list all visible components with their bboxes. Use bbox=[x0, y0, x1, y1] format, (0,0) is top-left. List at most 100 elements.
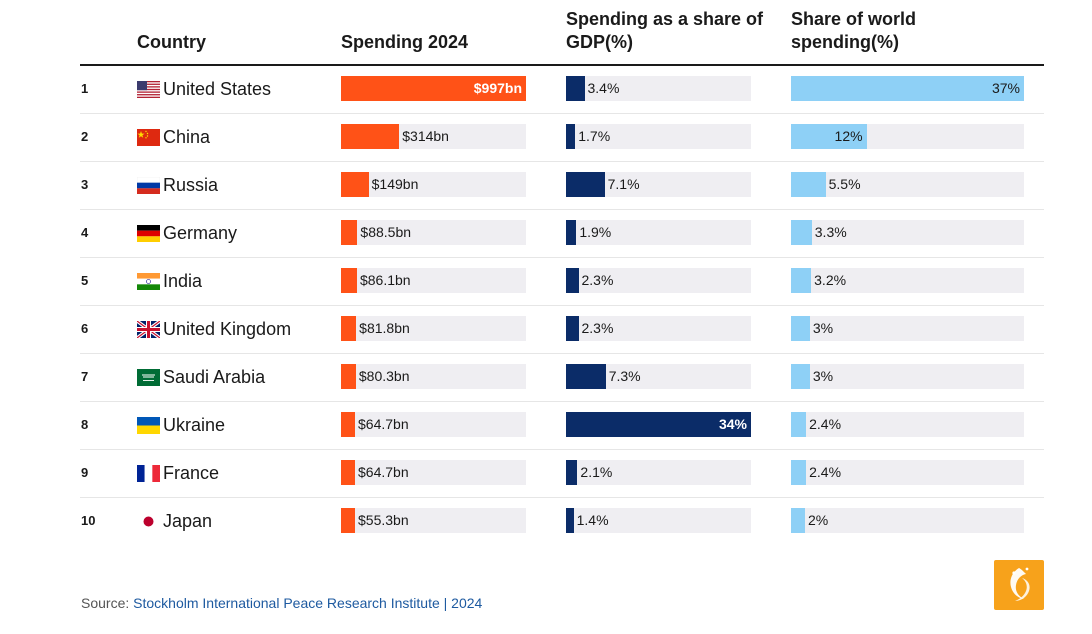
world-share-bar bbox=[791, 412, 807, 437]
header-spending-2024: Spending 2024 bbox=[341, 32, 469, 52]
rank-number: 4 bbox=[81, 225, 89, 240]
gdp-share-value-label: 1.9% bbox=[579, 224, 612, 240]
gdp-share-value-label: 7.1% bbox=[607, 176, 640, 192]
gdp-share-value-label: 1.4% bbox=[576, 512, 609, 528]
uk-flag-icon bbox=[137, 321, 160, 338]
header-world-share: Share of world spending(%) bbox=[791, 9, 917, 52]
china-flag-icon bbox=[137, 129, 160, 146]
source-link[interactable]: Stockholm International Peace Research I… bbox=[133, 595, 483, 611]
table-row: 6 United Kingdom $81.8bn 2.3% 3% bbox=[80, 306, 1044, 354]
spending-track: $997bn bbox=[341, 76, 526, 101]
spending-track: $55.3bn bbox=[341, 508, 526, 533]
world-share-track: 12% bbox=[791, 124, 1024, 149]
russia-flag-icon bbox=[137, 177, 160, 194]
spending-bar bbox=[341, 76, 526, 101]
country-name: Saudi Arabia bbox=[163, 367, 266, 387]
world-share-track: 2% bbox=[791, 508, 1024, 533]
table-row: 2 China $314bn 1.7% 12% bbox=[80, 114, 1044, 162]
table-row: 1 United States $997bn 3.4% 37% bbox=[80, 66, 1044, 114]
country-name: France bbox=[163, 463, 220, 483]
ukraine-flag-icon bbox=[137, 417, 160, 434]
world-share-bar bbox=[791, 364, 810, 389]
world-share-value-label: 12% bbox=[834, 128, 863, 144]
spending-value-label: $88.5bn bbox=[360, 224, 412, 240]
spending-value-label: $80.3bn bbox=[358, 368, 410, 384]
gdp-share-track: 2.3% bbox=[566, 268, 751, 293]
world-share-track: 37% bbox=[791, 76, 1024, 101]
gdp-share-track: 3.4% bbox=[566, 76, 751, 101]
spending-value-label: $64.7bn bbox=[358, 416, 409, 432]
world-share-value-label: 3% bbox=[812, 320, 834, 336]
saudi-arabia-flag-icon bbox=[137, 369, 160, 386]
world-share-value-label: 3.3% bbox=[814, 224, 847, 240]
gdp-share-track: 7.3% bbox=[566, 364, 751, 389]
spending-track: $64.7bn bbox=[341, 460, 526, 485]
spending-bar bbox=[341, 364, 356, 389]
spending-track: $81.8bn bbox=[341, 316, 526, 341]
world-share-bar bbox=[791, 316, 810, 341]
spending-value-label: $64.7bn bbox=[358, 464, 409, 480]
gdp-share-value-label: 3.4% bbox=[587, 80, 620, 96]
table-row: 5 India $86.1bn 2.3% 3.2% bbox=[80, 258, 1044, 306]
spending-value-label: $86.1bn bbox=[359, 272, 411, 288]
rank-number: 3 bbox=[81, 177, 89, 192]
country-name: Germany bbox=[163, 223, 238, 243]
spending-track: $80.3bn bbox=[341, 364, 526, 389]
country-name: China bbox=[163, 127, 211, 147]
country-name: India bbox=[163, 271, 203, 291]
japan-flag-icon bbox=[137, 513, 160, 530]
gdp-share-bar bbox=[566, 460, 578, 485]
world-share-bar bbox=[791, 268, 812, 293]
spending-track: $86.1bn bbox=[341, 268, 526, 293]
us-flag-icon bbox=[137, 81, 160, 98]
gdp-share-value-label: 1.7% bbox=[578, 128, 611, 144]
world-share-value-label: 5.5% bbox=[828, 176, 861, 192]
gdp-share-value-label: 2.3% bbox=[581, 272, 614, 288]
rank-number: 7 bbox=[81, 369, 89, 384]
gdp-share-bar bbox=[566, 268, 579, 293]
spending-track: $64.7bn bbox=[341, 412, 526, 437]
table-header: Country Spending 2024 Spending as a shar… bbox=[80, 0, 1044, 66]
world-share-track: 2.4% bbox=[791, 412, 1024, 437]
gdp-share-track: 1.4% bbox=[566, 508, 751, 533]
table-row: 8 Ukraine $64.7bn 34% 2.4% bbox=[80, 402, 1044, 450]
country-name: United States bbox=[163, 79, 272, 99]
spending-value-label: $314bn bbox=[402, 128, 449, 144]
al-jazeera-logo-icon bbox=[994, 560, 1044, 610]
world-share-track: 3% bbox=[791, 316, 1024, 341]
country-name: Japan bbox=[163, 511, 213, 531]
header-gdp-share: Spending as a share of GDP(%) bbox=[566, 9, 764, 52]
rank-number: 9 bbox=[81, 465, 89, 480]
world-share-track: 2.4% bbox=[791, 460, 1024, 485]
gdp-share-bar bbox=[566, 124, 576, 149]
table-row: 3 Russia $149bn 7.1% 5.5% bbox=[80, 162, 1044, 210]
world-share-bar bbox=[791, 220, 812, 245]
spending-bar bbox=[341, 412, 355, 437]
world-share-bar bbox=[791, 508, 805, 533]
table-body: 1 United States $997bn 3.4% 37% 2 China $314bn 1… bbox=[80, 66, 1044, 545]
spending-bar bbox=[341, 316, 357, 341]
rank-number: 6 bbox=[81, 321, 89, 336]
world-share-track: 5.5% bbox=[791, 172, 1024, 197]
gdp-share-value-label: 34% bbox=[718, 416, 747, 432]
gdp-share-bar bbox=[566, 412, 751, 437]
india-flag-icon bbox=[137, 273, 160, 290]
country-name: Ukraine bbox=[163, 415, 226, 435]
world-share-bar bbox=[791, 172, 826, 197]
gdp-share-track: 34% bbox=[566, 412, 751, 437]
gdp-share-value-label: 2.1% bbox=[580, 464, 613, 480]
gdp-share-track: 1.7% bbox=[566, 124, 751, 149]
table-row: 7 Saudi Arabia $80.3bn 7.3% 3% bbox=[80, 354, 1044, 402]
country-name: Russia bbox=[163, 175, 219, 195]
gdp-share-bar bbox=[566, 172, 605, 197]
spending-bar bbox=[341, 460, 355, 485]
table-row: 4 Germany $88.5bn 1.9% 3.3% bbox=[80, 210, 1044, 258]
spending-bar bbox=[341, 124, 400, 149]
gdp-share-bar bbox=[566, 220, 577, 245]
world-share-value-label: 2.4% bbox=[809, 416, 842, 432]
country-name: United Kingdom bbox=[163, 319, 292, 339]
source-note: Source: Stockholm International Peace Re… bbox=[81, 595, 482, 611]
france-flag-icon bbox=[137, 465, 160, 482]
gdp-share-track: 1.9% bbox=[566, 220, 751, 245]
world-share-value-label: 3% bbox=[812, 368, 834, 384]
